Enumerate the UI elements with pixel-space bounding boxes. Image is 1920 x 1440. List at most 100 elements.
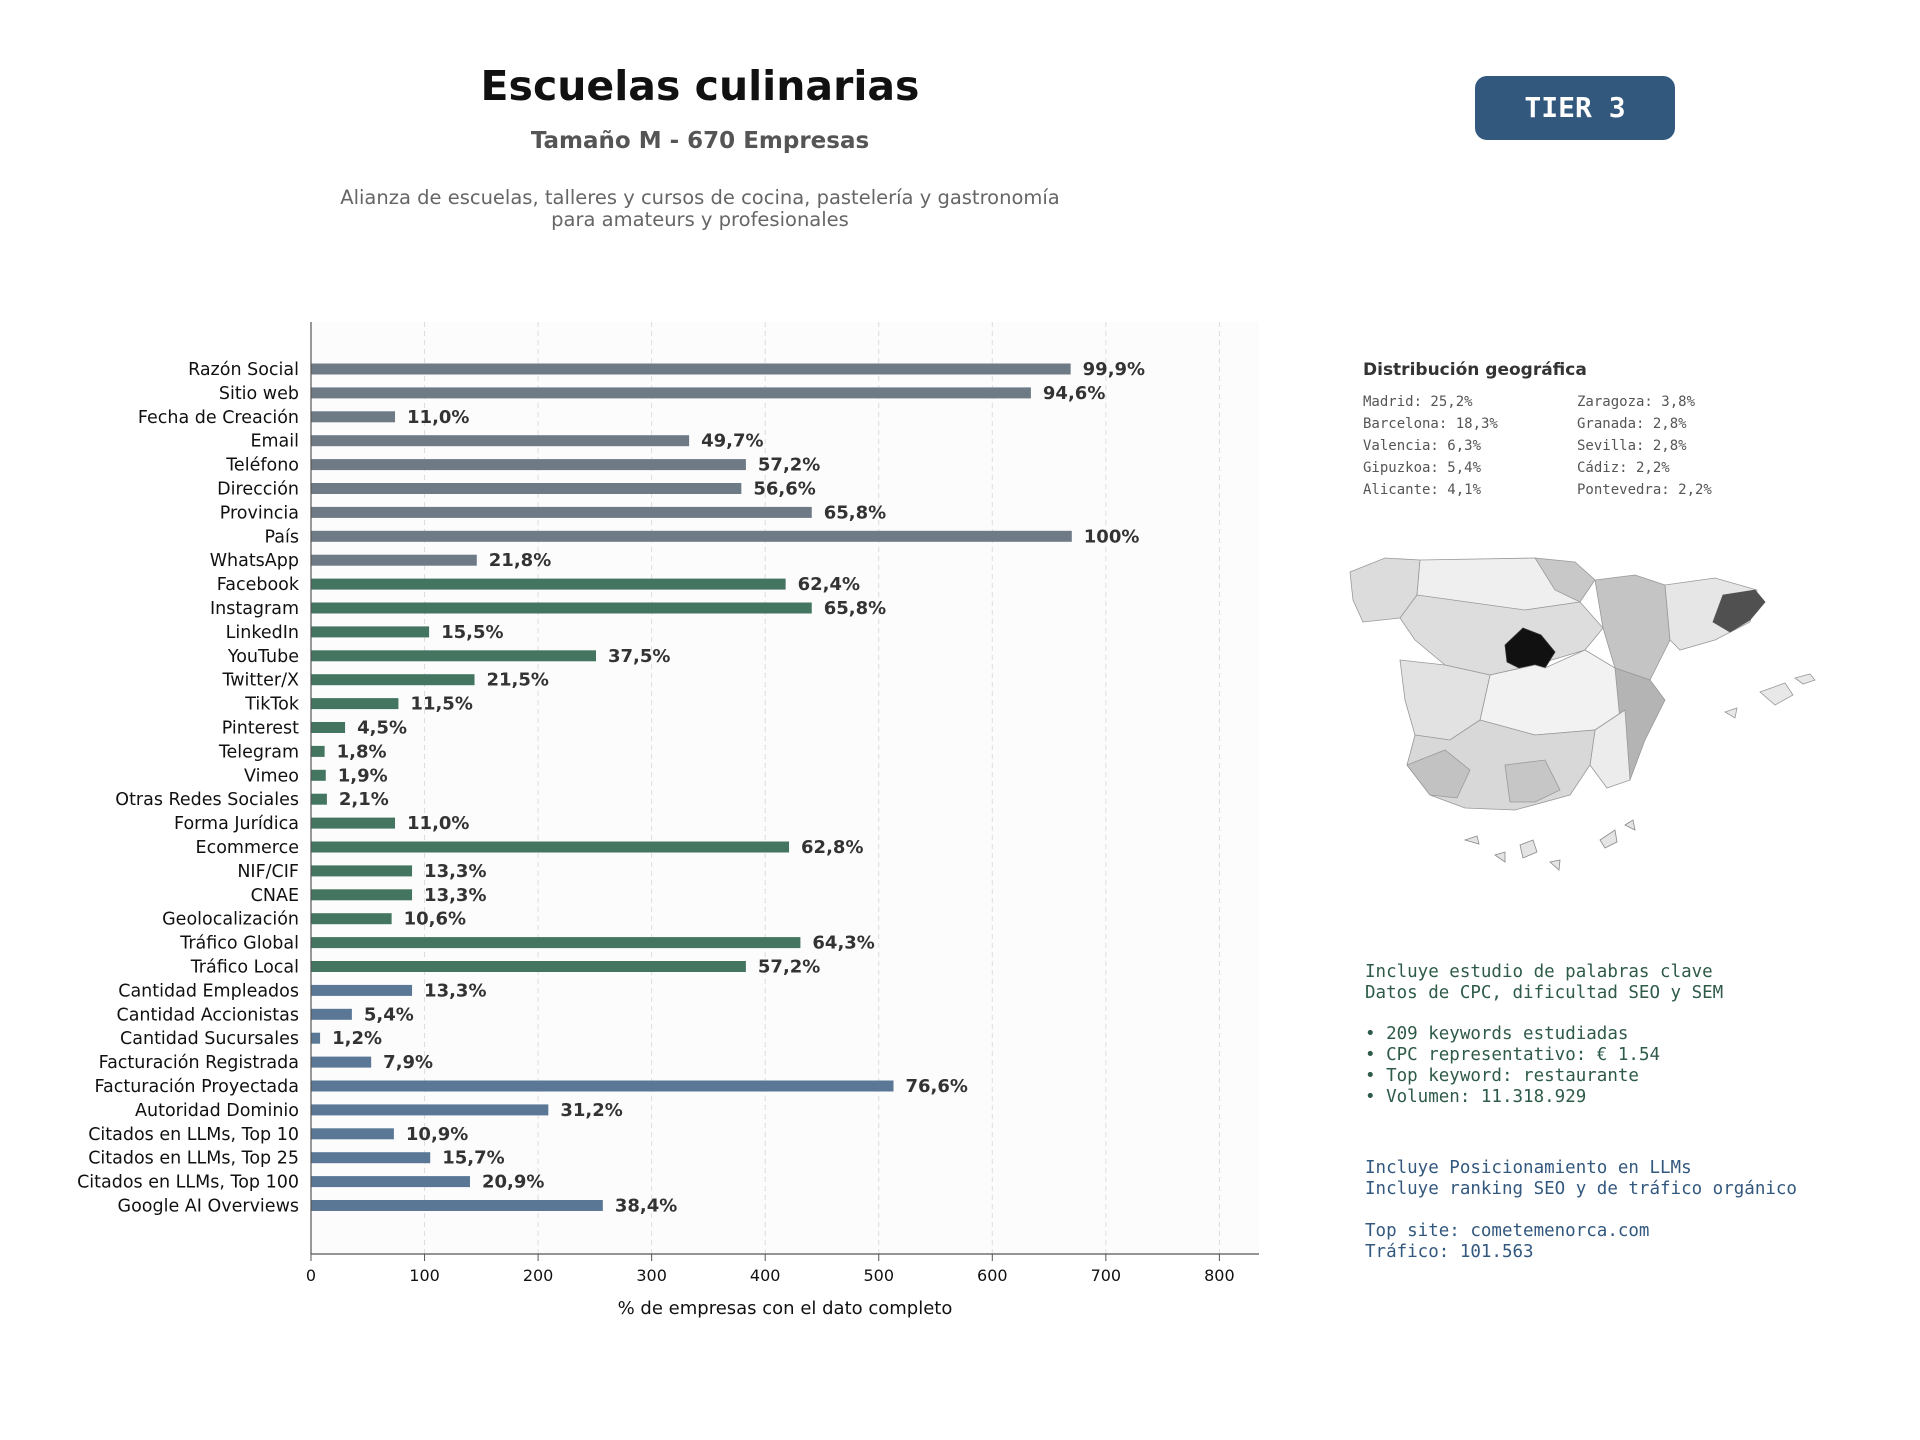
keywords-panel: Incluye estudio de palabras clave Datos …: [1365, 962, 1905, 1108]
category-label: Fecha de Creación: [138, 408, 299, 428]
grid-lines: [424, 322, 1220, 1254]
geo-item: Cádiz: 2,2%: [1577, 460, 1670, 476]
value-label: 62,4%: [798, 574, 860, 595]
bar: [311, 554, 477, 566]
bar: [311, 793, 327, 805]
map-region-gipuzkoa: [1534, 557, 1596, 603]
value-label: 11,5%: [410, 694, 472, 715]
geo-item: Valencia: 6,3%: [1363, 438, 1482, 454]
bar: [311, 435, 690, 447]
value-label: 15,7%: [442, 1148, 504, 1169]
geo-title: Distribución geográfica: [1363, 360, 1587, 380]
category-label: Cantidad Accionistas: [116, 1005, 299, 1025]
llm-line-1: Incluye Posicionamiento en LLMs: [1365, 1158, 1692, 1178]
x-tick-label: 800: [1204, 1266, 1235, 1285]
bar: [311, 363, 1071, 375]
geo-item: Barcelona: 18,3%: [1363, 416, 1498, 432]
value-label: 57,2%: [758, 455, 820, 476]
bar: [311, 602, 812, 614]
value-labels: 99,9% 94,6% 11,0% 49,7% 57,2% 56,6% 65,8% 100% 2…: [332, 359, 1145, 1217]
category-label: Cantidad Empleados: [118, 981, 299, 1001]
value-label: 5,4%: [364, 1004, 414, 1025]
bar: [311, 961, 746, 972]
category-label: Twitter/X: [221, 671, 299, 691]
value-label: 7,9%: [383, 1052, 433, 1073]
value-label: 4,5%: [357, 718, 407, 739]
category-label: Citados en LLMs, Top 100: [77, 1173, 299, 1193]
geo-item: Sevilla: 2,8%: [1577, 438, 1687, 454]
category-label: TikTok: [244, 695, 300, 715]
value-label: 15,5%: [441, 622, 503, 643]
category-label: Forma Jurídica: [174, 814, 299, 834]
keywords-bullet: CPC representativo: € 1.54: [1365, 1045, 1905, 1066]
category-label: Email: [250, 432, 299, 452]
bar: [311, 674, 475, 686]
category-label: Teléfono: [225, 456, 299, 476]
value-label: 64,3%: [812, 933, 874, 954]
geo-panel: Distribución geográfica Madrid: 25,2% Za…: [1363, 360, 1883, 498]
bar: [311, 1008, 352, 1020]
value-label: 49,7%: [701, 431, 763, 452]
map-region-sevilla: [1406, 749, 1471, 799]
bar: [311, 387, 1031, 399]
bar: [311, 913, 392, 925]
category-label: Facturación Registrada: [99, 1053, 299, 1073]
category-label: Facebook: [217, 575, 300, 595]
keywords-line-1: Incluye estudio de palabras clave: [1365, 962, 1713, 982]
category-label: Instagram: [210, 599, 299, 619]
category-label: WhatsApp: [210, 551, 299, 571]
value-label: 13,3%: [424, 885, 486, 906]
bar: [311, 889, 413, 901]
x-tick-label: 700: [1091, 1266, 1122, 1285]
value-label: 56,6%: [753, 479, 815, 500]
category-label: Autoridad Dominio: [135, 1101, 299, 1121]
value-label: 37,5%: [608, 646, 670, 667]
bar: [311, 1032, 321, 1044]
bar: [311, 1128, 394, 1140]
value-label: 31,2%: [560, 1100, 622, 1121]
category-label: Citados en LLMs, Top 25: [88, 1149, 299, 1169]
category-label: LinkedIn: [226, 623, 299, 643]
page-subtitle: Tamaño M - 670 Empresas: [530, 128, 870, 154]
geo-item: Gipuzkoa: 5,4%: [1363, 460, 1482, 476]
category-label: Cantidad Sucursales: [120, 1029, 299, 1049]
keywords-bullets: 209 keywords estudiadas CPC representati…: [1365, 1024, 1905, 1108]
category-labels: Razón Social Sitio web Fecha de Creación Em…: [77, 360, 300, 1217]
category-label: Tráfico Local: [190, 958, 299, 978]
bar: [311, 817, 396, 829]
x-axis-label: % de empresas con el dato completo: [618, 1298, 953, 1319]
bar: [311, 650, 597, 662]
category-label: Vimeo: [244, 766, 299, 786]
category-label: País: [265, 527, 299, 547]
bar: [311, 984, 413, 996]
x-tick-label: 100: [409, 1266, 440, 1285]
bar: [311, 745, 325, 757]
value-label: 62,8%: [801, 837, 863, 858]
bar: [311, 1152, 431, 1164]
x-tick-label: 0: [306, 1266, 316, 1285]
geo-item: Granada: 2,8%: [1577, 416, 1687, 432]
bar: [311, 530, 1072, 542]
tier-badge: TIER 3: [1475, 76, 1675, 140]
bar: [311, 841, 790, 853]
category-label: Facturación Proyectada: [95, 1077, 299, 1097]
bar: [311, 865, 413, 877]
geo-item: Madrid: 25,2%: [1363, 394, 1473, 410]
value-label: 10,9%: [406, 1124, 468, 1145]
category-label: NIF/CIF: [237, 862, 299, 882]
category-label: Google AI Overviews: [118, 1197, 299, 1217]
bar: [311, 578, 786, 590]
keywords-bullet: 209 keywords estudiadas: [1365, 1024, 1905, 1045]
value-label: 57,2%: [758, 957, 820, 978]
value-label: 21,5%: [487, 670, 549, 691]
page-description: Alianza de escuelas, talleres y cursos d…: [340, 186, 1060, 231]
category-label: Citados en LLMs, Top 10: [88, 1125, 299, 1145]
category-label: Sitio web: [219, 384, 299, 404]
value-label: 38,4%: [615, 1196, 677, 1217]
keywords-bullet: Volumen: 11.318.929: [1365, 1087, 1905, 1108]
bar: [311, 722, 346, 733]
category-label: CNAE: [251, 886, 299, 906]
value-label: 100%: [1084, 526, 1140, 547]
value-label: 76,6%: [906, 1076, 968, 1097]
geo-item: Zaragoza: 3,8%: [1577, 394, 1696, 410]
